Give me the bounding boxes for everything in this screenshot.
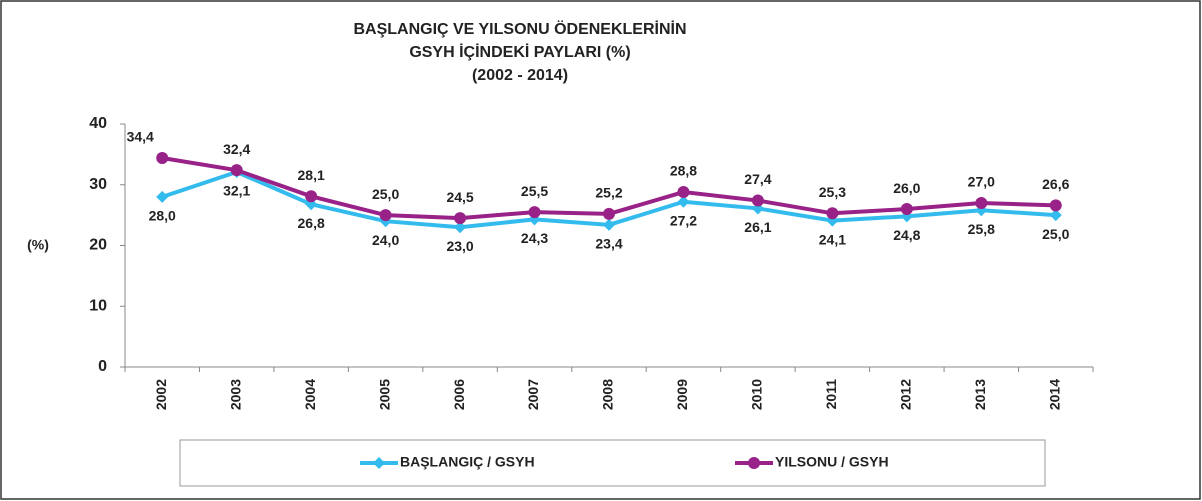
x-tick-label: 2014 (1046, 379, 1062, 410)
data-point (454, 221, 467, 234)
data-point (156, 190, 169, 203)
legend-marker (748, 457, 760, 469)
y-tick-label: 30 (89, 176, 107, 193)
legend-box (179, 439, 1046, 487)
data-label: 24,5 (446, 189, 473, 205)
data-point (603, 207, 615, 220)
chart-title: (2002 - 2014) (472, 67, 568, 84)
data-point (454, 212, 467, 225)
data-point (156, 152, 169, 165)
legend-label: BAŞLANGIÇ / GSYH (400, 454, 535, 470)
data-label: 25,5 (521, 183, 548, 199)
x-tick-label: 2004 (302, 379, 318, 410)
data-label: 27,0 (968, 174, 995, 190)
x-tick-label: 2003 (227, 379, 243, 410)
chart-title: GSYH İÇİNDEKİ PAYLARI (%) (409, 43, 630, 61)
x-tick-label: 2008 (600, 379, 616, 410)
data-label: 27,4 (744, 171, 771, 187)
data-point (826, 207, 839, 220)
x-tick-label: 2006 (451, 379, 467, 410)
x-tick-label: 2002 (153, 379, 169, 410)
data-label: 26,1 (744, 219, 771, 235)
data-label: 26,0 (893, 180, 920, 196)
data-point (230, 164, 243, 177)
data-label: 32,4 (223, 141, 250, 157)
data-point (677, 186, 690, 199)
data-label: 24,1 (819, 231, 846, 247)
y-tick-label: 20 (89, 237, 107, 254)
legend-marker (373, 457, 385, 469)
x-tick-label: 2007 (525, 379, 541, 410)
data-point (751, 194, 764, 207)
x-tick-label: 2005 (376, 379, 392, 410)
data-point (1049, 209, 1062, 222)
data-label: 25,0 (1042, 226, 1069, 242)
x-tick-label: 2009 (674, 379, 690, 410)
data-label: 32,1 (223, 183, 250, 199)
data-label: 25,0 (372, 186, 399, 202)
data-label: 23,4 (595, 236, 622, 252)
data-point (975, 196, 988, 209)
data-label: 23,0 (446, 238, 473, 254)
y-tick-label: 10 (89, 297, 107, 314)
data-point (1049, 199, 1062, 212)
data-label: 28,8 (670, 163, 697, 179)
data-point (603, 218, 615, 231)
data-label: 28,1 (298, 167, 325, 183)
data-label: 24,3 (521, 230, 548, 246)
data-label: 28,0 (149, 208, 176, 224)
y-tick-label: 0 (98, 358, 107, 375)
data-point (677, 195, 690, 208)
x-tick-label: 2013 (972, 379, 988, 410)
data-point (379, 209, 392, 222)
x-tick-label: 2011 (823, 379, 839, 410)
data-label: 27,2 (670, 212, 697, 228)
data-label: 34,4 (127, 129, 154, 145)
data-label: 25,2 (595, 185, 622, 201)
data-point (528, 206, 541, 219)
y-axis-label: (%) (27, 237, 49, 253)
data-point (900, 203, 913, 216)
data-label: 25,3 (819, 184, 846, 200)
data-label: 25,8 (968, 221, 995, 237)
data-label: 24,8 (893, 227, 920, 243)
data-label: 26,6 (1042, 176, 1069, 192)
data-label: 26,8 (298, 215, 325, 231)
chart-title: BAŞLANGIÇ VE YILSONU ÖDENEKLERİNİN (353, 19, 686, 38)
data-label: 24,0 (372, 232, 399, 248)
x-tick-label: 2012 (898, 379, 914, 410)
x-tick-label: 2010 (749, 379, 765, 410)
legend-label: YILSONU / GSYH (775, 454, 889, 470)
data-point (305, 190, 318, 203)
y-tick-label: 40 (89, 115, 107, 132)
